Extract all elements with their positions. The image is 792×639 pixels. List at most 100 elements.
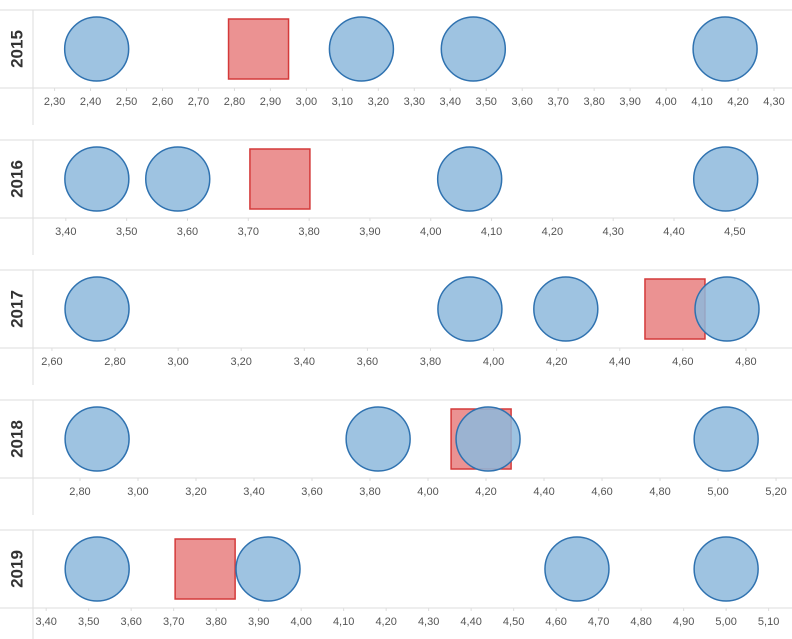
circle-mark [533, 276, 599, 342]
x-tick-label: 2,40 [80, 96, 101, 108]
circle-mark [455, 406, 521, 472]
x-tick-label: 2,70 [188, 96, 209, 108]
circle-mark [63, 16, 130, 82]
x-tick-label: 3,40 [294, 356, 315, 368]
x-tick-label: 3,20 [185, 486, 206, 498]
x-tick-label: 4,10 [691, 96, 712, 108]
x-tick-label: 4,40 [533, 486, 554, 498]
x-tick-label: 3,20 [368, 96, 389, 108]
circle-mark [345, 406, 411, 472]
circle-mark [692, 146, 759, 212]
x-tick-label: 3,80 [583, 96, 604, 108]
x-tick-label: 3,90 [248, 616, 269, 628]
x-tick-label: 4,00 [483, 356, 504, 368]
x-tick-label: 4,20 [542, 226, 563, 238]
circle-mark [440, 16, 507, 82]
circle-mark [544, 536, 610, 602]
x-tick-label: 4,30 [418, 616, 439, 628]
circle-mark [436, 146, 503, 212]
circle-mark [144, 146, 211, 212]
x-tick-label: 3,30 [404, 96, 425, 108]
x-tick-label: 4,30 [763, 96, 784, 108]
x-tick-label: 3,70 [238, 226, 259, 238]
x-tick-label: 2,60 [152, 96, 173, 108]
x-tick-label: 4,60 [545, 616, 566, 628]
x-tick-label: 5,20 [765, 486, 786, 498]
x-tick-label: 4,20 [546, 356, 567, 368]
x-tick-label: 4,40 [609, 356, 630, 368]
row-label: 2015 [7, 30, 26, 68]
x-tick-label: 4,10 [481, 226, 502, 238]
x-tick-label: 4,70 [588, 616, 609, 628]
circle-mark [235, 536, 301, 602]
x-tick-label: 3,60 [512, 96, 533, 108]
x-tick-label: 5,00 [715, 616, 736, 628]
circle-mark [64, 536, 130, 602]
square-mark [227, 18, 290, 80]
x-tick-label: 3,50 [116, 226, 137, 238]
square-mark [249, 148, 311, 210]
x-tick-label: 3,00 [167, 356, 188, 368]
x-tick-label: 4,20 [727, 96, 748, 108]
x-tick-label: 4,80 [630, 616, 651, 628]
x-tick-label: 4,60 [672, 356, 693, 368]
row-label: 2017 [7, 290, 26, 328]
x-tick-label: 2,50 [116, 96, 137, 108]
x-tick-label: 2,60 [41, 356, 62, 368]
x-tick-label: 3,80 [298, 226, 319, 238]
row-label: 2018 [7, 420, 26, 458]
circle-mark [64, 276, 130, 342]
x-tick-label: 3,70 [163, 616, 184, 628]
circle-mark [64, 146, 130, 212]
x-tick-label: 3,40 [440, 96, 461, 108]
x-tick-label: 4,80 [649, 486, 670, 498]
x-tick-label: 3,90 [619, 96, 640, 108]
square-mark [174, 538, 236, 600]
x-tick-label: 4,90 [673, 616, 694, 628]
x-tick-label: 3,60 [357, 356, 378, 368]
x-tick-label: 5,10 [758, 616, 779, 628]
circle-mark [328, 16, 395, 82]
x-tick-label: 4,10 [333, 616, 354, 628]
x-tick-label: 3,00 [127, 486, 148, 498]
x-tick-label: 5,00 [707, 486, 728, 498]
x-tick-label: 3,60 [301, 486, 322, 498]
x-tick-label: 2,80 [224, 96, 245, 108]
x-tick-label: 3,60 [177, 226, 198, 238]
x-tick-label: 3,70 [547, 96, 568, 108]
x-tick-label: 3,90 [359, 226, 380, 238]
x-tick-label: 2,80 [104, 356, 125, 368]
row-label: 2019 [7, 550, 26, 588]
x-tick-label: 4,50 [503, 616, 524, 628]
x-tick-label: 3,60 [120, 616, 141, 628]
x-tick-label: 3,50 [78, 616, 99, 628]
x-tick-label: 3,00 [296, 96, 317, 108]
x-tick-label: 4,40 [460, 616, 481, 628]
x-tick-label: 2,80 [69, 486, 90, 498]
x-tick-label: 3,40 [35, 616, 56, 628]
x-tick-label: 3,80 [420, 356, 441, 368]
x-tick-label: 2,30 [44, 96, 65, 108]
x-tick-label: 4,40 [663, 226, 684, 238]
x-tick-label: 4,60 [591, 486, 612, 498]
x-tick-label: 4,20 [475, 486, 496, 498]
x-tick-label: 4,00 [290, 616, 311, 628]
x-tick-label: 4,80 [735, 356, 756, 368]
circle-mark [437, 276, 503, 342]
circle-mark [693, 406, 759, 472]
x-tick-label: 4,20 [375, 616, 396, 628]
x-tick-label: 3,80 [205, 616, 226, 628]
row-label: 2016 [7, 160, 26, 198]
x-tick-label: 4,00 [420, 226, 441, 238]
x-tick-label: 4,50 [724, 226, 745, 238]
circle-mark [693, 536, 759, 602]
x-tick-label: 4,00 [655, 96, 676, 108]
x-tick-label: 3,40 [243, 486, 264, 498]
x-tick-label: 4,00 [417, 486, 438, 498]
x-tick-label: 2,90 [260, 96, 281, 108]
circle-mark [694, 276, 760, 342]
x-tick-label: 3,80 [359, 486, 380, 498]
x-tick-label: 4,30 [602, 226, 623, 238]
x-tick-label: 3,50 [476, 96, 497, 108]
